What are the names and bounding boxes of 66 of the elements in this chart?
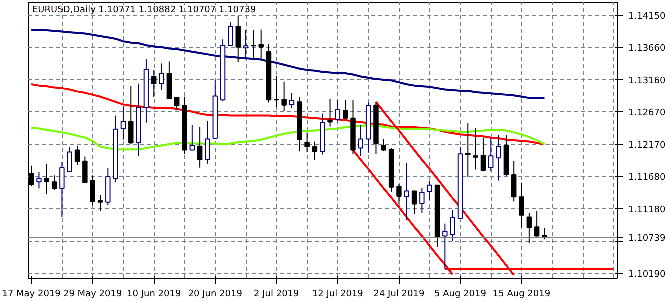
y-tick-label: 1.12170 [628,140,666,151]
y-tick-label: 1.12670 [628,108,666,118]
candlestick [236,16,241,63]
candlestick [228,22,234,46]
candlestick [312,141,318,161]
candlestick [44,163,50,196]
candlestick [282,81,287,112]
candlestick [496,134,502,182]
candlestick [480,137,486,172]
candlestick [381,138,386,152]
candlestick [251,30,256,60]
candlestick [98,194,104,212]
y-tick-label: 1.10190 [628,270,666,280]
candlestick [258,29,264,60]
x-tick-label: 10 Jun 2019 [127,290,182,300]
candlestick [74,146,80,166]
candlestick [152,70,157,98]
candlestick [174,97,180,112]
candlestick [197,126,203,168]
x-tick-label: 17 May 2019 [2,290,62,300]
candlestick [534,210,540,238]
y-tick-label: 1.11180 [628,205,666,216]
y-tick-label: 1.14150 [628,12,666,22]
candlestick [511,160,517,202]
y-tick-label: 1.13660 [628,44,666,54]
candlestick [358,124,364,157]
candlestick [488,137,494,172]
candlestick [60,161,65,218]
candlestick [274,76,280,108]
candlestick [427,180,432,201]
candlestick [52,175,58,190]
candlestick [412,190,418,215]
candlestick [396,184,402,205]
candlestick [205,120,210,164]
candlestick [328,98,333,128]
candlestick [342,100,348,120]
y-tick-label: 1.11680 [628,172,666,183]
candlestick [466,123,471,178]
candlestick [190,125,196,151]
x-tick-label: 2 Jul 2019 [254,290,300,300]
candlestick [128,86,134,145]
x-tick-label: 15 Aug 2019 [492,290,551,300]
candlestick [159,63,164,91]
x-tick-label: 29 May 2019 [63,290,122,300]
candlestick [67,146,72,172]
candlestick [404,162,410,222]
candlestick [335,100,341,122]
candlestick [519,182,524,228]
candlestick [473,128,478,170]
line-series [30,28,546,100]
x-tick-label: 5 Aug 2019 [434,290,487,300]
candlestick [120,106,126,140]
y-tick-label: 1.13160 [628,76,666,86]
candlestick [442,223,448,270]
candlestick [36,172,42,190]
candlestick [450,210,456,242]
x-tick-label: 20 Jun 2019 [188,290,243,300]
candlestick [304,132,310,153]
candlestick [90,175,96,206]
x-tick-label: 12 Jul 2019 [312,290,364,300]
ref-line-label: 1.10739 [628,234,666,244]
candlestick [82,156,88,184]
candlestick [420,188,425,214]
x-tick-label: 24 Jul 2019 [374,290,425,300]
candlestick [526,212,532,244]
candlestick [289,92,295,108]
